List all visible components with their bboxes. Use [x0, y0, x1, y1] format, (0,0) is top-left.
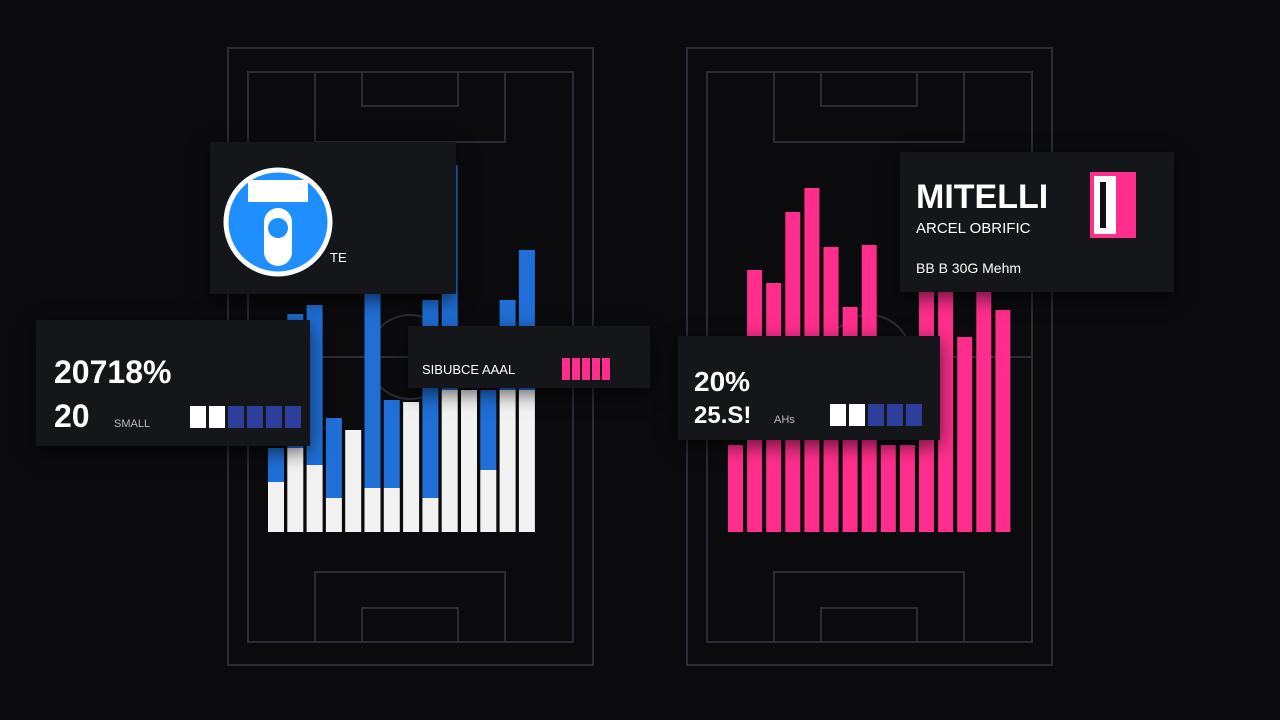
bar-segment — [306, 465, 323, 532]
bar — [995, 310, 1011, 532]
stat-value: 25.S! — [694, 402, 752, 429]
stat-value: 20% — [694, 366, 751, 397]
stat-value: 20718% — [54, 354, 172, 390]
bar-segment — [268, 448, 284, 482]
label-text: SIBUBCE AAAL — [422, 362, 516, 377]
bar — [957, 337, 973, 532]
right-stat-card: 20% 25.S! AHs — [678, 336, 940, 440]
bar — [938, 290, 954, 532]
stat-unit: AHs — [774, 414, 795, 426]
left-label-card: SIBUBCE AAAL — [408, 326, 650, 388]
bar-segment — [383, 488, 400, 532]
stat-value: 20 — [54, 398, 90, 434]
bar-segment — [422, 498, 439, 532]
bar-segment — [461, 390, 477, 532]
bar-segment — [441, 390, 458, 532]
bar-segment — [518, 390, 535, 532]
bar-segment — [383, 400, 400, 488]
team-subtitle: ARCEL OBRIFIC — [916, 220, 1031, 237]
team-title: MITELLI — [916, 178, 1049, 216]
bar-segment — [325, 498, 342, 532]
bar-segment — [287, 448, 304, 532]
bar-segment — [268, 482, 284, 532]
indicator — [562, 358, 612, 385]
bar-segment — [325, 418, 342, 498]
indicator — [830, 404, 925, 431]
bar-segment — [480, 390, 497, 470]
bar-segment — [364, 293, 381, 488]
bar — [880, 445, 896, 532]
bar-segment — [306, 305, 323, 465]
badge-text: TE — [330, 250, 347, 265]
team-meta: BB B 30G Mehm — [916, 260, 1022, 276]
bar — [728, 445, 743, 532]
bar-segment — [480, 470, 497, 532]
bar — [976, 290, 992, 532]
left-stat-card: 20718% 20 SMALL — [36, 320, 310, 446]
bar-segment — [345, 430, 362, 532]
team-badge-card: TE — [210, 142, 456, 294]
bar-segment — [364, 488, 381, 532]
bar-segment — [403, 402, 420, 532]
team-logo — [1090, 172, 1136, 238]
team-logo — [223, 167, 333, 277]
bar-segment — [499, 390, 516, 532]
team-card: MITELLI ARCEL OBRIFIC BB B 30G Mehm — [900, 152, 1174, 292]
stat-unit: SMALL — [114, 418, 151, 430]
bar — [899, 445, 915, 532]
indicator — [190, 406, 304, 433]
